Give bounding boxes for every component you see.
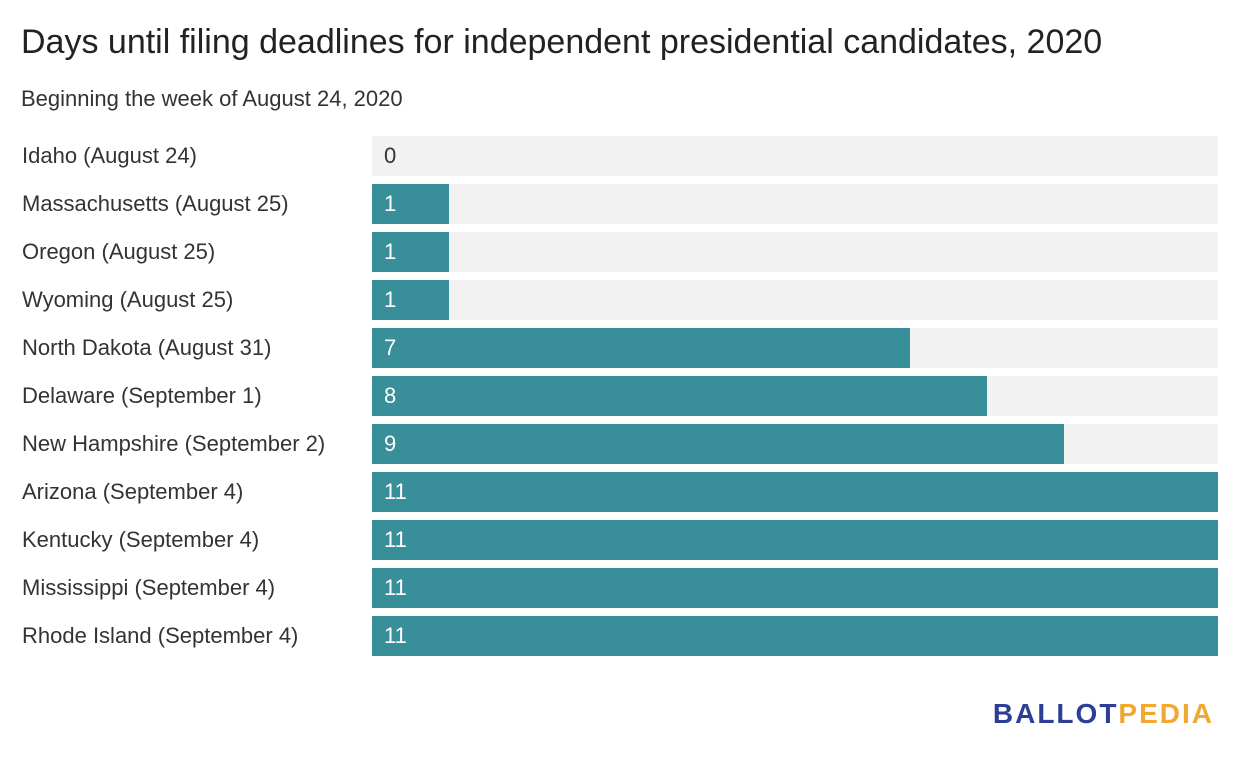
bar-row: Oregon (August 25) 1 (0, 232, 1240, 272)
bar-track: 7 (372, 328, 1218, 368)
bar-row: New Hampshire (September 2) 9 (0, 424, 1240, 464)
category-label: Wyoming (August 25) (22, 287, 234, 312)
category-label: Mississippi (September 4) (22, 575, 276, 600)
bar-track: 8 (372, 376, 1218, 416)
data-label: 11 (384, 527, 407, 552)
logo-text-pedia: PEDIA (1118, 698, 1214, 729)
bar-row: Massachusetts (August 25) 1 (0, 184, 1240, 224)
category-label: Delaware (September 1) (22, 383, 262, 408)
bar-track: 1 (372, 280, 1218, 320)
bar-track: 11 (372, 520, 1218, 560)
bar-row: Rhode Island (September 4) 11 (0, 616, 1240, 656)
bar (372, 376, 987, 416)
category-label: Massachusetts (August 25) (22, 191, 289, 216)
bar-track: 1 (372, 232, 1218, 272)
data-label: 1 (384, 191, 397, 216)
bar (372, 424, 1064, 464)
bar-track: 0 (372, 136, 1218, 176)
bar (372, 328, 910, 368)
data-label: 1 (384, 287, 397, 312)
bar (372, 616, 1218, 656)
category-label: Kentucky (September 4) (22, 527, 260, 552)
bar-row: Delaware (September 1) 8 (0, 376, 1240, 416)
chart-subtitle: Beginning the week of August 24, 2020 (21, 86, 403, 111)
chart-title: Days until filing deadlines for independ… (21, 23, 1103, 61)
data-label: 11 (384, 623, 407, 648)
bar (372, 184, 449, 224)
bar-row: Mississippi (September 4) 11 (0, 568, 1240, 608)
bar (372, 568, 1218, 608)
bar (372, 280, 449, 320)
bar-row: Wyoming (August 25) 1 (0, 280, 1240, 320)
category-label: Rhode Island (September 4) (22, 623, 299, 648)
ballotpedia-logo: BALLOTPEDIA (993, 696, 1214, 732)
bar-row: North Dakota (August 31) 7 (0, 328, 1240, 368)
data-label: 7 (384, 335, 397, 360)
category-label: Idaho (August 24) (22, 143, 197, 168)
bar-row: Idaho (August 24) 0 (0, 136, 1240, 176)
bar-track: 11 (372, 472, 1218, 512)
bar-track: 1 (372, 184, 1218, 224)
data-label: 1 (384, 239, 397, 264)
category-label: North Dakota (August 31) (22, 335, 272, 360)
category-label: Arizona (September 4) (22, 479, 244, 504)
data-label: 9 (384, 431, 397, 456)
bar-track: 9 (372, 424, 1218, 464)
data-label: 0 (384, 143, 397, 168)
data-label: 11 (384, 479, 407, 504)
bar-track: 11 (372, 616, 1218, 656)
bar-row: Arizona (September 4) 11 (0, 472, 1240, 512)
bar (372, 232, 449, 272)
bar-track: 11 (372, 568, 1218, 608)
bar (372, 520, 1218, 560)
category-label: Oregon (August 25) (22, 239, 216, 264)
category-label: New Hampshire (September 2) (22, 431, 326, 456)
logo-text-ballot: BALLOT (992, 698, 1119, 729)
bar (372, 472, 1218, 512)
data-label: 11 (384, 575, 407, 600)
data-label: 8 (384, 383, 397, 408)
bar-row: Kentucky (September 4) 11 (0, 520, 1240, 560)
